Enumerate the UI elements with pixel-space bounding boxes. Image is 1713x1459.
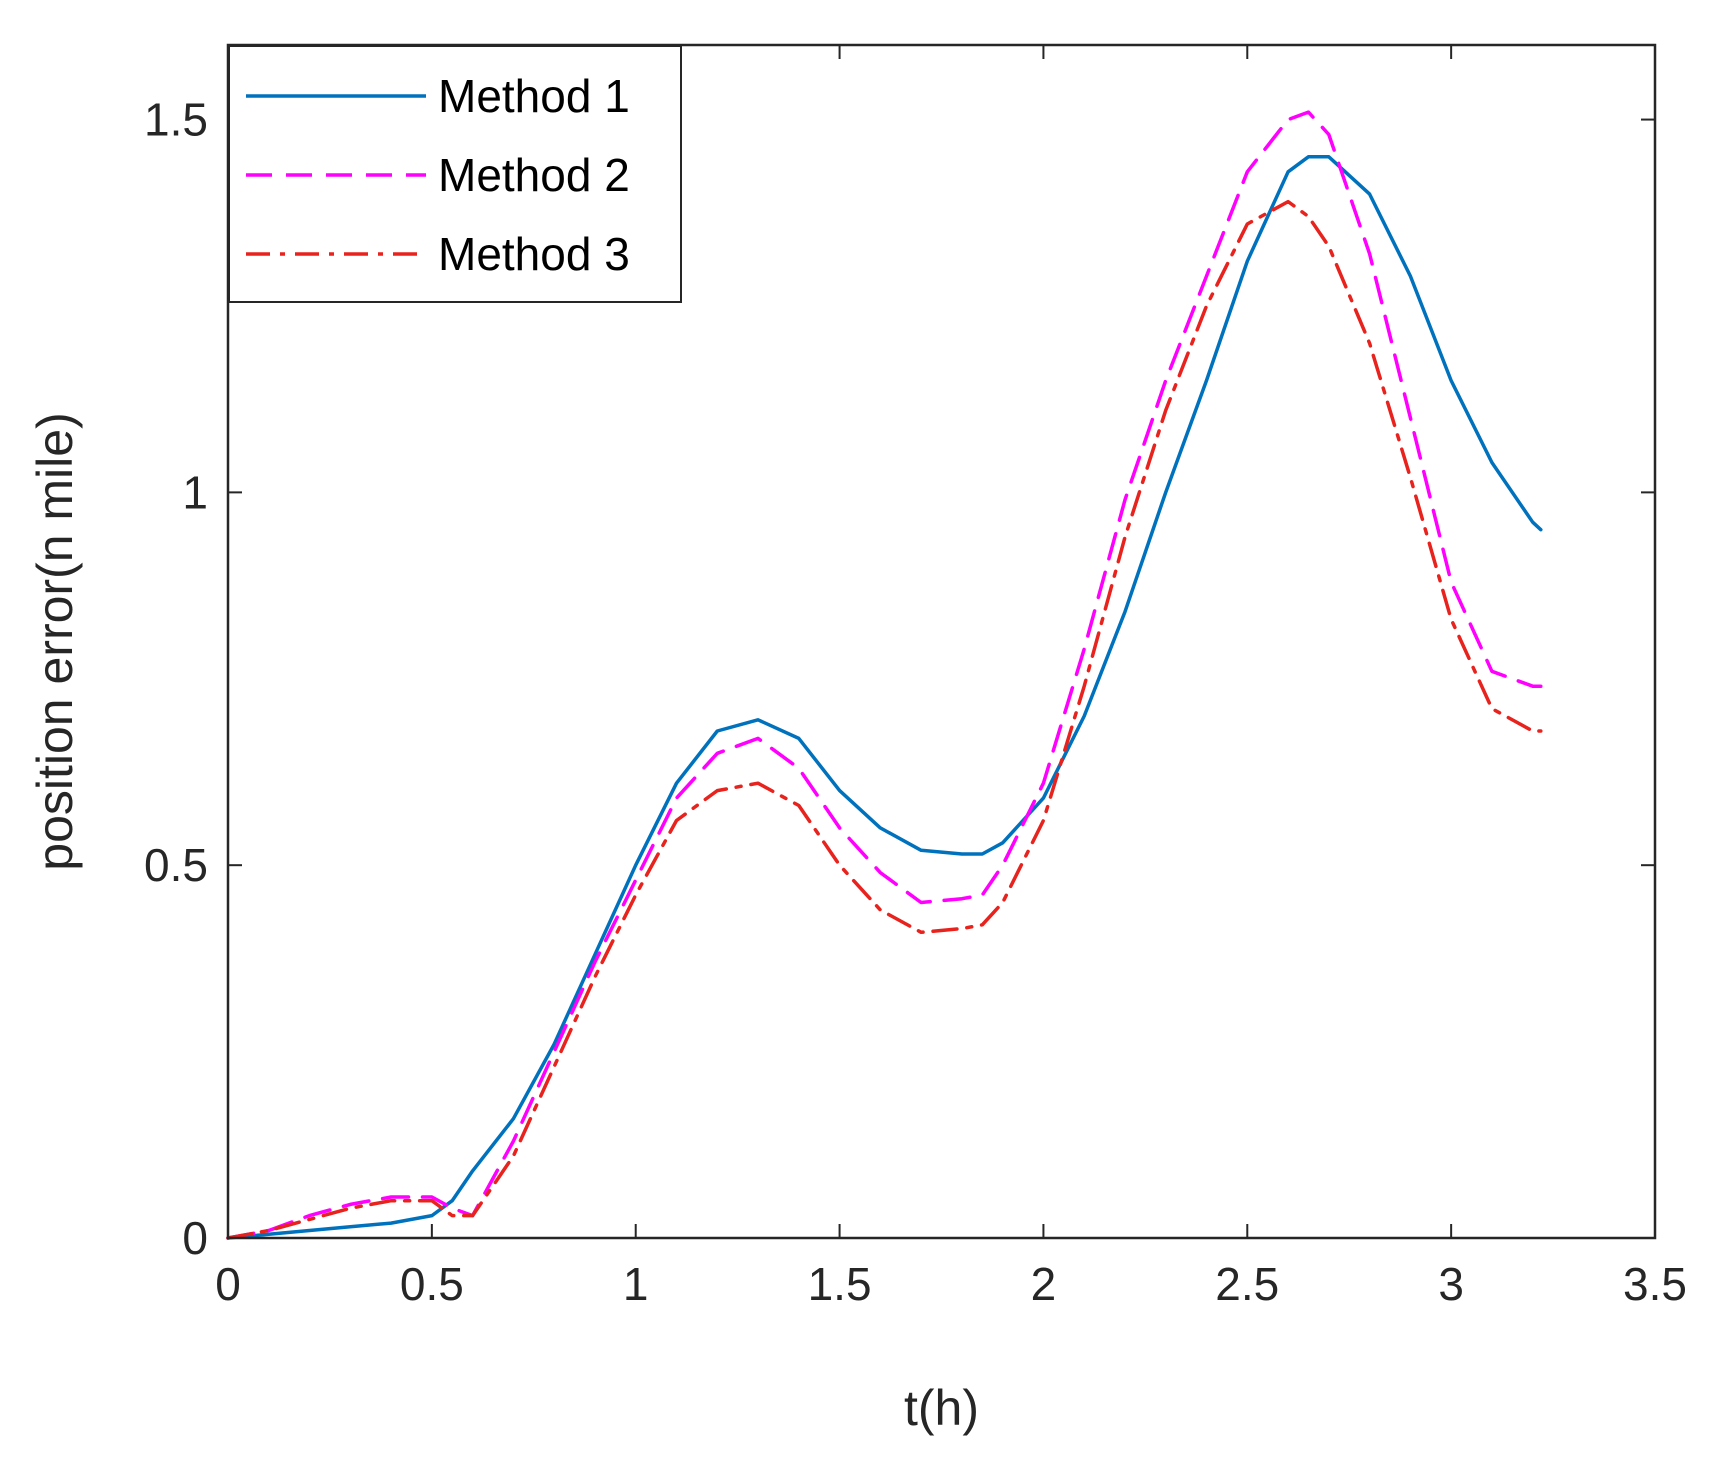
x-tick-label: 1 <box>623 1258 649 1310</box>
y-tick-label: 0 <box>182 1212 208 1264</box>
series-layer <box>226 110 1543 1240</box>
legend-label-method-1: Method 1 <box>438 70 630 122</box>
series-line-method-3 <box>226 199 1543 1240</box>
plot-area-frame <box>226 43 1657 1240</box>
y-axis-label: position error(n mile) <box>27 412 83 870</box>
y-tick-label: 1.5 <box>144 94 208 146</box>
x-tick-label: 2.5 <box>1215 1258 1279 1310</box>
y-tick-label: 0.5 <box>144 839 208 891</box>
x-tick-label: 2 <box>1031 1258 1057 1310</box>
x-axis-label: t(h) <box>904 1380 979 1436</box>
axis-ticks: 0 0.5 1 1.5 2 2.5 3 3.5 0 0.5 1 1.5 <box>144 45 1687 1310</box>
legend-label-method-2: Method 2 <box>438 149 630 201</box>
y-tick-label: 1 <box>182 466 208 518</box>
legend[interactable]: Method 1 Method 2 Method 3 <box>228 45 682 303</box>
x-tick-label: 1.5 <box>808 1258 872 1310</box>
series-line-method-2 <box>226 110 1543 1240</box>
x-tick-label: 3.5 <box>1623 1258 1687 1310</box>
series-line-method-1 <box>226 155 1543 1240</box>
x-tick-label: 3 <box>1438 1258 1464 1310</box>
legend-label-method-3: Method 3 <box>438 228 630 280</box>
x-tick-label: 0 <box>215 1258 241 1310</box>
x-tick-label: 0.5 <box>400 1258 464 1310</box>
